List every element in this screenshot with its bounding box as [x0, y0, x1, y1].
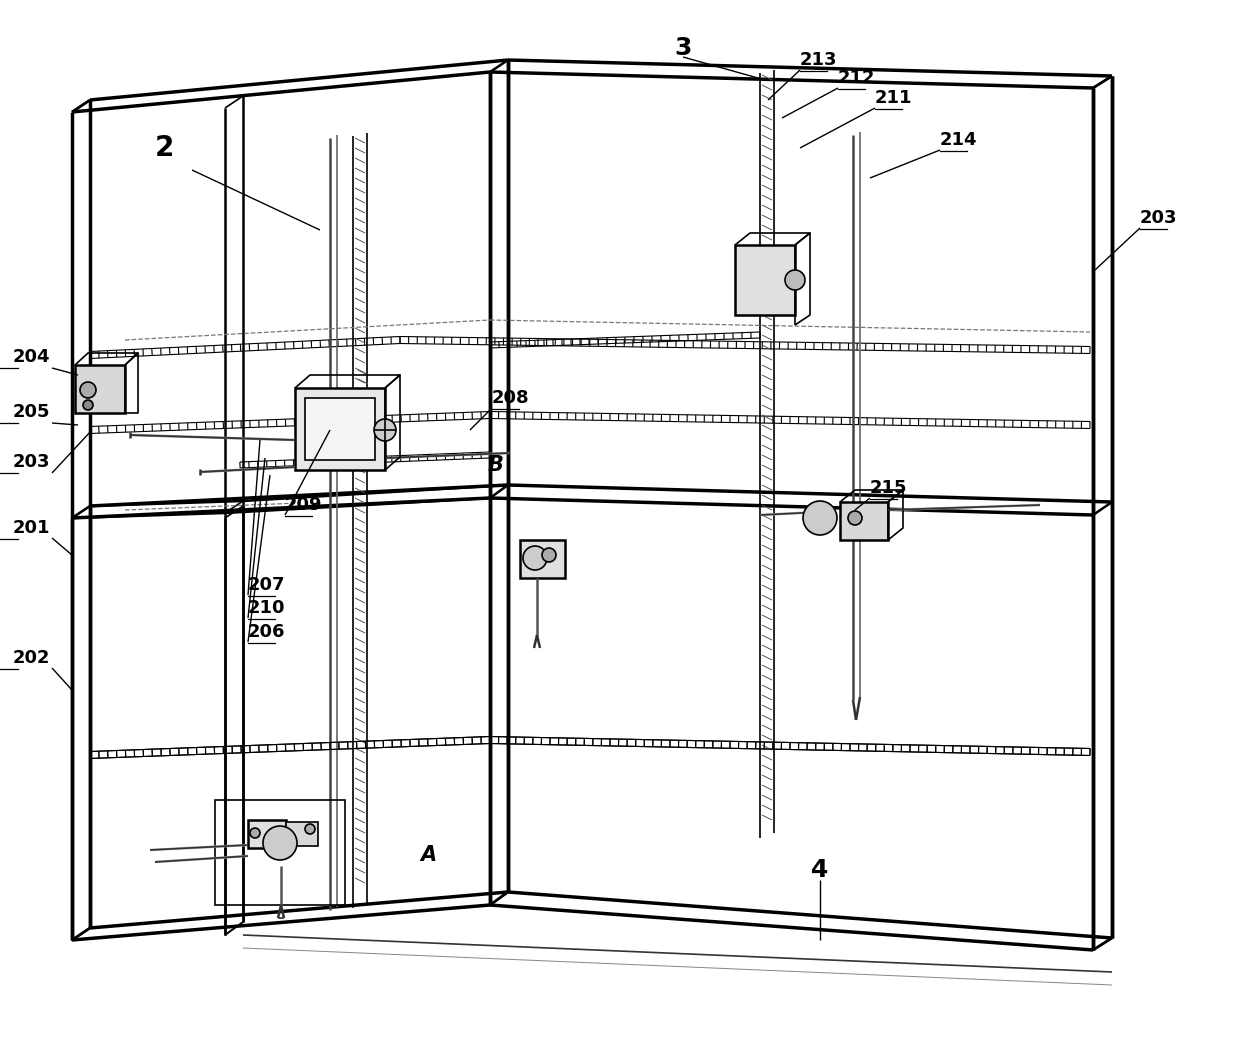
- Circle shape: [305, 824, 315, 834]
- Circle shape: [804, 501, 837, 534]
- Text: 208: 208: [492, 389, 529, 407]
- Text: 214: 214: [940, 131, 977, 149]
- Text: 212: 212: [838, 69, 875, 87]
- Circle shape: [785, 270, 805, 290]
- Text: 4: 4: [811, 858, 828, 882]
- Circle shape: [848, 511, 862, 525]
- Circle shape: [542, 548, 556, 562]
- Bar: [735, 245, 795, 315]
- Circle shape: [83, 400, 93, 410]
- Bar: [215, 800, 345, 905]
- Text: 207: 207: [248, 576, 285, 594]
- Bar: [74, 365, 125, 413]
- Bar: [305, 398, 374, 460]
- Bar: [520, 540, 565, 578]
- Text: 202: 202: [12, 649, 50, 667]
- Circle shape: [250, 828, 260, 838]
- Bar: [839, 502, 888, 540]
- Bar: [248, 820, 286, 848]
- Text: 203: 203: [1140, 209, 1178, 227]
- Text: 203: 203: [12, 453, 50, 471]
- Text: 3: 3: [675, 36, 692, 60]
- Text: 206: 206: [248, 623, 285, 641]
- Bar: [286, 822, 317, 846]
- Text: 209: 209: [285, 496, 322, 514]
- Text: 205: 205: [12, 403, 50, 421]
- Circle shape: [374, 419, 396, 441]
- Text: 211: 211: [875, 89, 913, 107]
- Text: A: A: [420, 845, 436, 865]
- Circle shape: [523, 546, 547, 570]
- Bar: [295, 388, 384, 470]
- Circle shape: [263, 826, 298, 860]
- Text: 2: 2: [155, 134, 175, 162]
- Text: B: B: [489, 455, 503, 475]
- Text: 201: 201: [12, 519, 50, 537]
- Text: 204: 204: [12, 348, 50, 366]
- Circle shape: [81, 383, 95, 398]
- Text: 213: 213: [800, 51, 837, 69]
- Text: 215: 215: [870, 479, 908, 497]
- Text: 210: 210: [248, 599, 285, 617]
